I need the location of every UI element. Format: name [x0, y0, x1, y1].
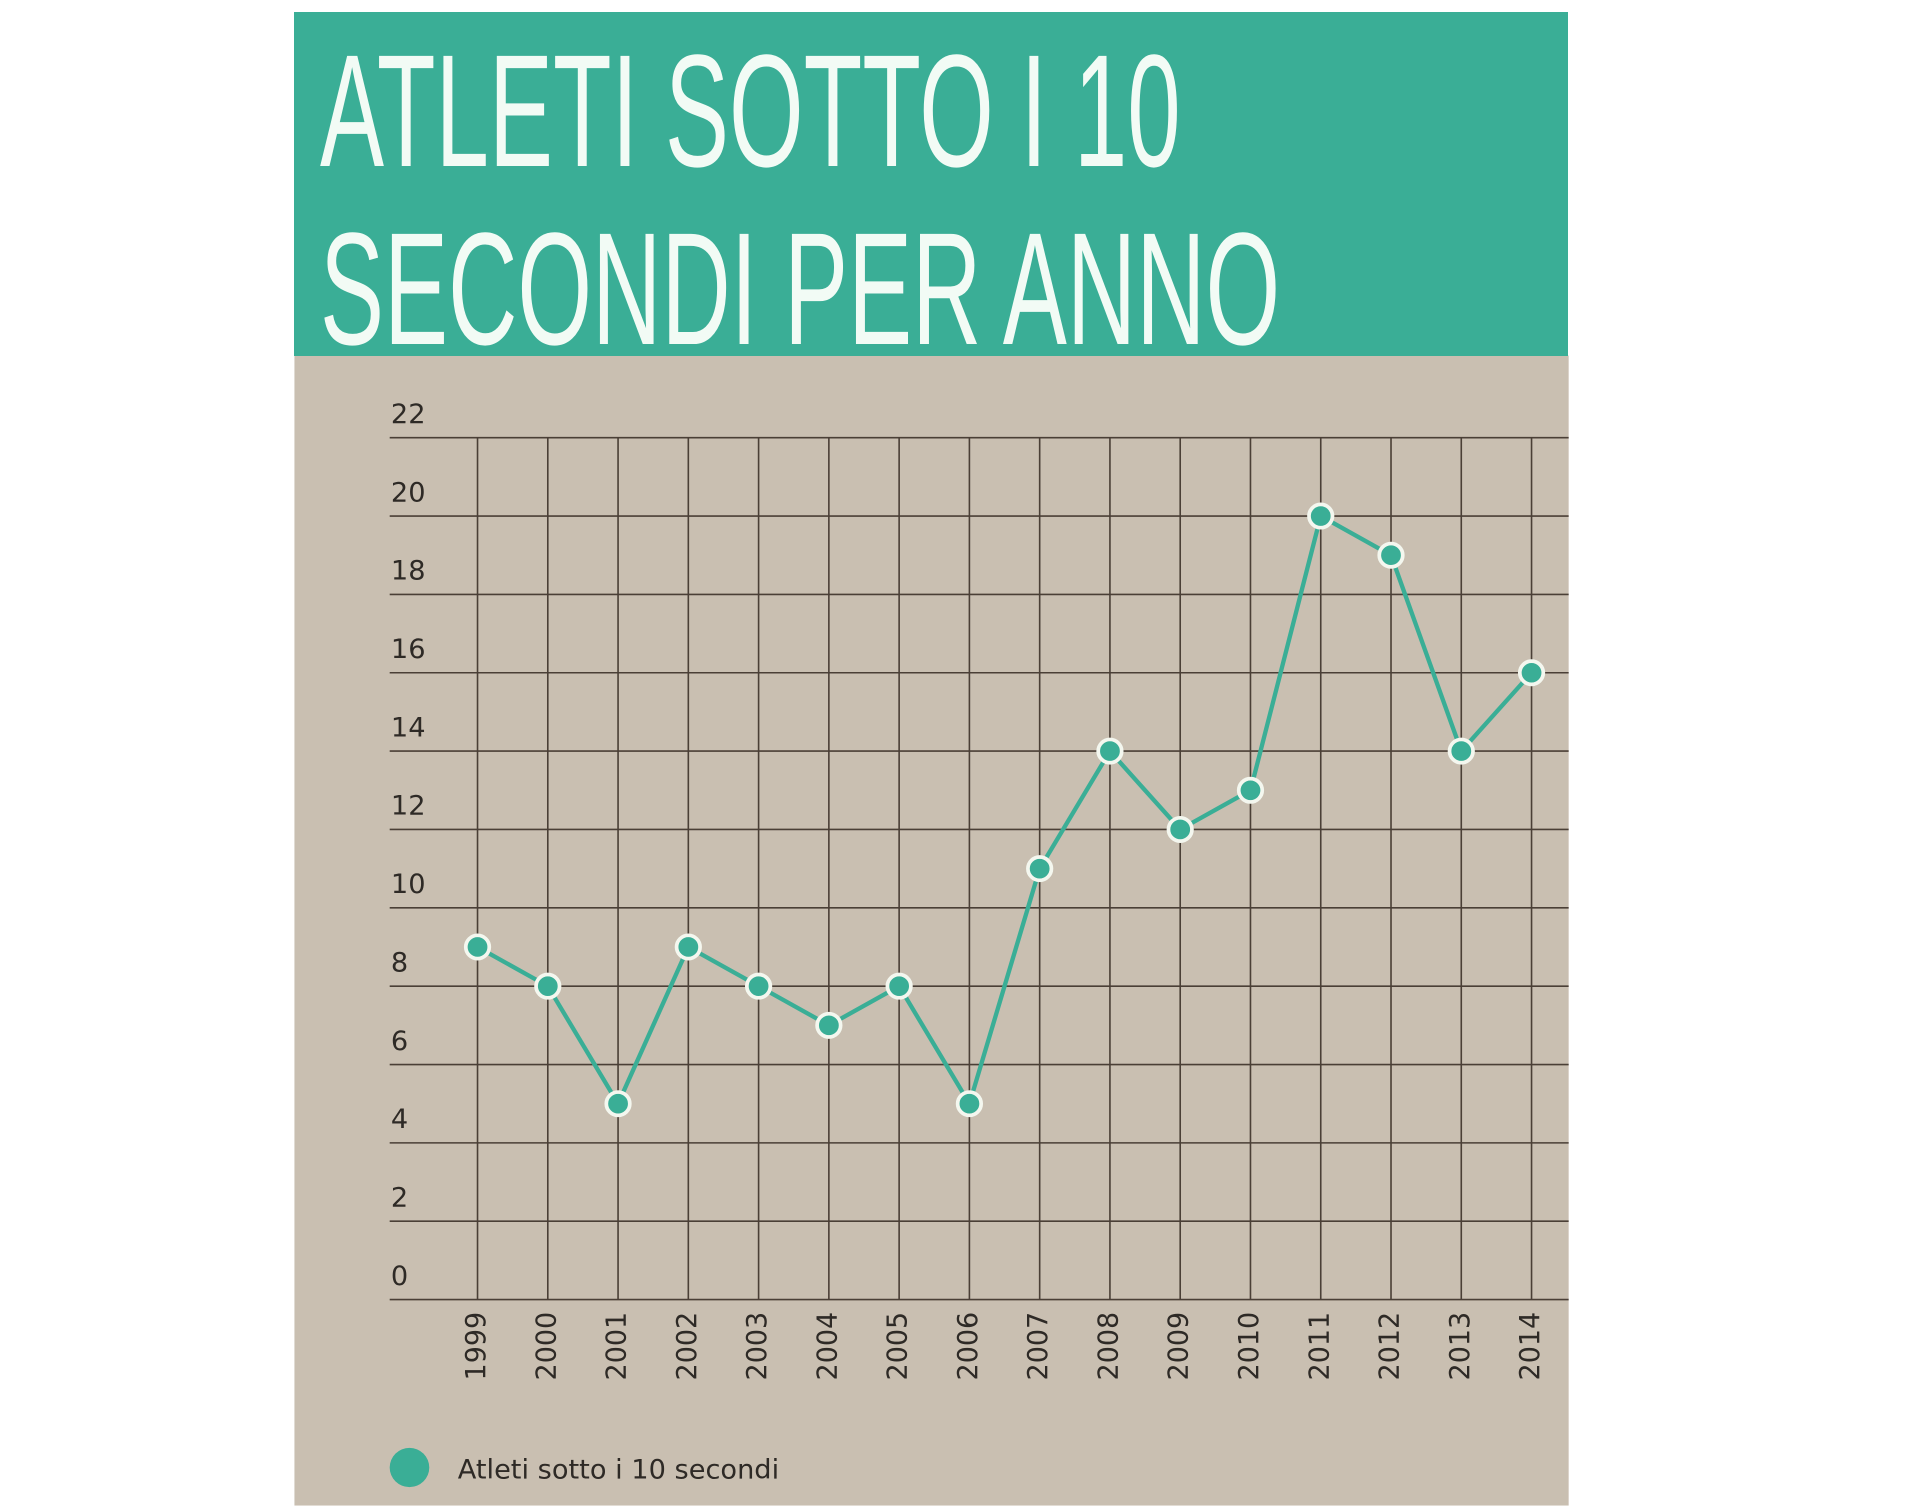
y-tick-label: 4 [391, 1104, 408, 1135]
marker [1517, 659, 1546, 687]
line [476, 512, 1534, 1110]
y-tick-label: 12 [391, 791, 426, 822]
x-tick-label: 2008 [1093, 1312, 1124, 1381]
y-tick-label: 14 [391, 712, 426, 743]
marker [534, 972, 562, 1000]
x-tick-label: 2002 [672, 1312, 703, 1381]
x-tick-label: 2012 [1374, 1312, 1405, 1381]
header: ATLETI SOTTO I 10 SECONDI PER ANNO [294, 12, 1568, 356]
y-tick-label: 20 [391, 477, 426, 508]
x-tick-label: 2001 [601, 1312, 632, 1381]
x-tick-label: 2011 [1304, 1312, 1335, 1381]
y-tick-label: 6 [391, 1026, 408, 1057]
x-tick-label: 2003 [742, 1312, 773, 1381]
x-tick-label: 2000 [531, 1312, 562, 1381]
marker [1377, 541, 1405, 569]
x-tick-label: 2005 [883, 1312, 914, 1381]
marker [604, 1090, 632, 1118]
chart-background [294, 355, 1569, 1506]
x-tick-label: 2007 [1023, 1312, 1054, 1381]
chart-title: ATLETI SOTTO I 10 SECONDI PER ANNO [320, 21, 1281, 357]
marker [1307, 502, 1335, 530]
y-tick-label: 18 [391, 556, 426, 587]
x-tick-label: 2004 [812, 1312, 843, 1381]
marker [1026, 855, 1054, 883]
y-tick-label: 0 [391, 1261, 408, 1292]
x-tick-label: 1999 [461, 1312, 492, 1381]
y-tick-label: 16 [391, 634, 426, 665]
marker [815, 1011, 843, 1039]
y-tick-label: 2 [391, 1183, 408, 1214]
marker [1096, 737, 1124, 765]
x-tick-label: 2010 [1234, 1312, 1265, 1381]
marker [463, 933, 492, 961]
y-tick-label: 10 [391, 869, 426, 900]
marker [1166, 815, 1194, 843]
x-tick-label: 2014 [1515, 1312, 1546, 1381]
marker [1236, 776, 1265, 804]
marker [955, 1090, 984, 1118]
marker [744, 972, 773, 1000]
y-tick-label: 22 [391, 399, 426, 430]
marker [1447, 737, 1475, 765]
marker [674, 933, 702, 961]
marker [885, 972, 913, 1000]
y-tick-label: 8 [391, 948, 408, 979]
x-tick-label: 2013 [1445, 1312, 1476, 1381]
legend-label: Atleti sotto i 10 secondi [458, 1455, 779, 1486]
x-tick-label: 2009 [1164, 1312, 1195, 1381]
legend-marker [389, 1447, 430, 1488]
x-tick-label: 2006 [953, 1312, 984, 1381]
